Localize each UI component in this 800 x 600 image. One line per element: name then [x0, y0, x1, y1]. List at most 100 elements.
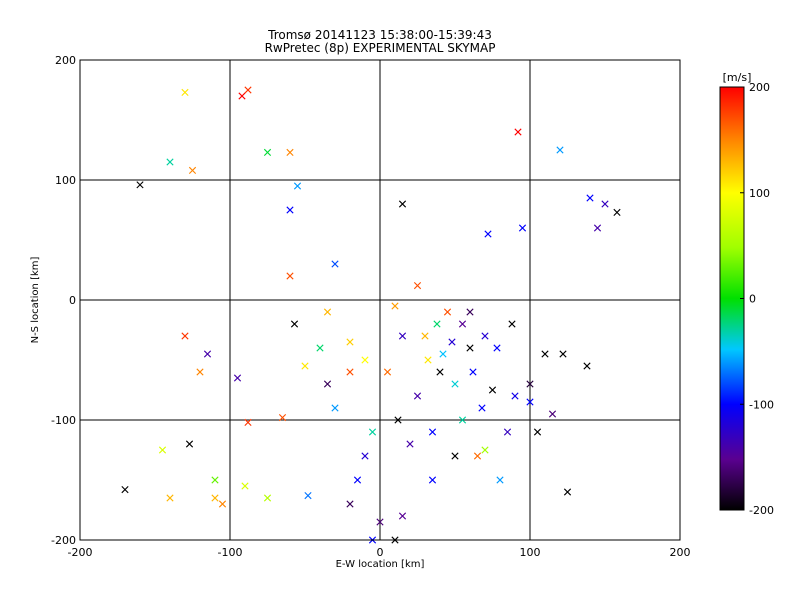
data-point-x [466, 344, 474, 352]
data-point-x [301, 362, 309, 370]
data-point-x [511, 392, 519, 400]
data-point-x [238, 92, 246, 100]
colorbar-tick-label: -100 [749, 398, 774, 411]
data-point-x [469, 368, 477, 376]
data-point-x [451, 380, 459, 388]
data-point-x [413, 392, 422, 400]
data-point-x [391, 302, 399, 310]
data-point-x [166, 158, 174, 166]
data-point-x [263, 494, 272, 502]
data-point-x [346, 368, 354, 376]
data-point-x [593, 224, 602, 232]
data-point-x [304, 492, 312, 500]
data-point-x [346, 338, 354, 346]
y-tick-label: 100 [55, 174, 76, 187]
data-point-x [244, 86, 252, 94]
y-tick-label: 200 [55, 54, 76, 67]
data-point-x [439, 350, 447, 358]
data-point-x [196, 368, 204, 376]
data-point-x [331, 404, 339, 412]
y-tick-label: -100 [51, 414, 76, 427]
data-point-x [158, 446, 167, 454]
data-point-x [293, 182, 302, 190]
y-axis-label: N-S location [km] [30, 257, 41, 344]
data-point-x [278, 414, 287, 422]
data-point-x [218, 500, 227, 508]
data-point-x [376, 518, 384, 526]
data-point-x [466, 308, 474, 316]
data-point-x [263, 148, 272, 156]
data-point-x [448, 338, 456, 346]
x-tick-label: 100 [520, 546, 541, 559]
colorbar-tick-label: 100 [749, 187, 770, 200]
colorbar-tick-label: 0 [749, 293, 756, 306]
data-point-x [166, 494, 174, 502]
data-point-x [436, 368, 444, 376]
data-point-x [316, 344, 324, 352]
data-point-x [286, 206, 294, 214]
data-point-x [290, 320, 299, 328]
data-point-x [428, 476, 437, 484]
data-point-x [211, 494, 219, 502]
data-point-x [421, 332, 429, 340]
colorbar-label: [m/s] [723, 71, 752, 84]
data-point-x [526, 398, 534, 406]
data-point-x [323, 308, 332, 316]
data-point-x [241, 482, 249, 490]
chart-subtitle: RwPretec (8p) EXPERIMENTAL SKYMAP [265, 41, 496, 55]
data-point-x [181, 332, 189, 340]
chart-title: Tromsø 20141123 15:38:00-15:39:43 [267, 28, 492, 42]
x-tick-label: -200 [68, 546, 93, 559]
data-point-x [286, 148, 294, 156]
data-point-x [481, 332, 489, 340]
data-point-x [508, 320, 516, 328]
data-point-x [526, 380, 534, 388]
colorbar-tick-label: -200 [749, 504, 774, 517]
x-tick-labels: -200 -100 0 100 200 [68, 534, 691, 559]
data-point-x [394, 416, 402, 424]
data-point-x [203, 350, 212, 358]
data-point-x [121, 486, 129, 494]
data-point-x [481, 446, 489, 454]
data-point-x [188, 166, 197, 174]
data-point-x [353, 476, 362, 484]
data-point-x [541, 350, 549, 358]
data-point-x [233, 374, 242, 382]
grid-lines [80, 60, 680, 540]
data-point-x [361, 356, 369, 364]
data-point-x [398, 332, 407, 340]
data-point-x [443, 308, 452, 316]
data-point-x [424, 356, 432, 364]
data-point-x [368, 428, 377, 436]
data-point-x [244, 418, 252, 426]
data-point-x [563, 488, 572, 496]
data-point-x [346, 500, 354, 508]
data-point-x [406, 440, 414, 448]
data-point-x [428, 428, 437, 436]
x-tick-label: 0 [377, 546, 384, 559]
data-point-x [286, 272, 294, 280]
data-point-x [583, 362, 591, 370]
data-point-x [451, 452, 459, 460]
data-point-x [433, 320, 441, 328]
x-tick-label: 200 [670, 546, 691, 559]
data-point-x [185, 440, 194, 448]
data-point-x [586, 194, 594, 202]
x-axis-label: E-W location [km] [336, 559, 425, 570]
data-point-x [488, 386, 497, 394]
data-point-x [518, 224, 527, 232]
data-point-x [331, 260, 339, 268]
data-point-x [514, 128, 522, 136]
data-point-x [398, 512, 407, 520]
data-point-x [533, 428, 542, 436]
data-point-x [496, 476, 504, 484]
data-point-x [559, 350, 567, 358]
data-point-x [478, 404, 486, 412]
data-point-x [458, 320, 467, 328]
data-point-x [473, 452, 482, 460]
colorbar-tick-labels: 200 100 0 -100 -200 [740, 81, 774, 517]
colorbar-tick-label: 200 [749, 81, 770, 94]
y-tick-label: -200 [51, 534, 76, 547]
data-point-x [181, 88, 189, 96]
